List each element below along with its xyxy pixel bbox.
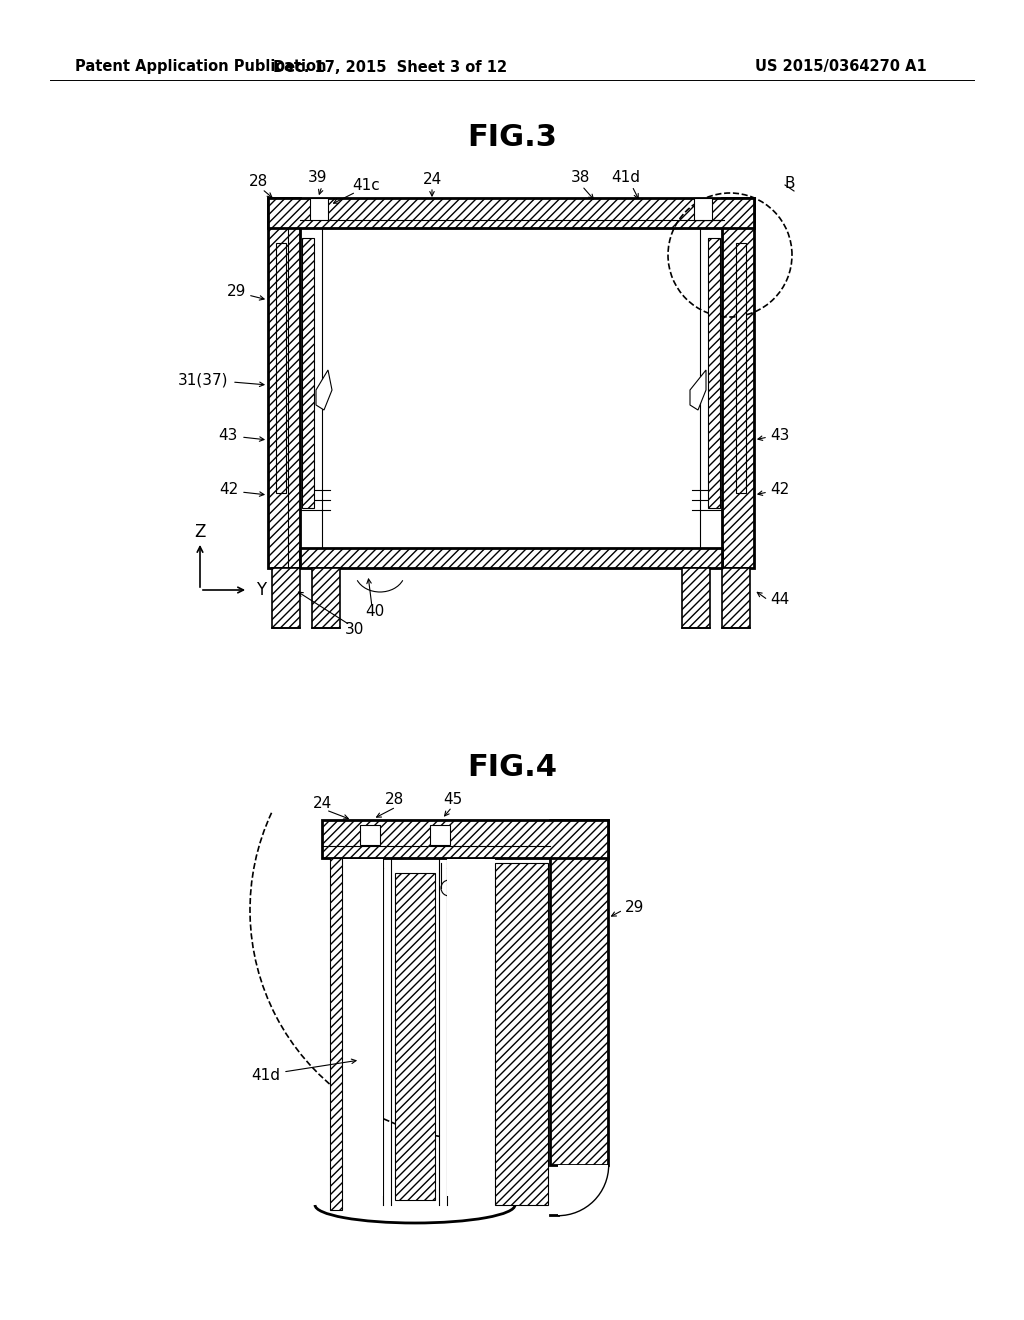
Bar [300, 228, 722, 548]
Bar [447, 859, 495, 1196]
Polygon shape [736, 243, 746, 492]
Text: 42: 42 [770, 483, 790, 498]
Bar [300, 568, 312, 628]
Text: 43: 43 [219, 428, 238, 442]
Text: 41d: 41d [251, 1068, 280, 1082]
Text: 41d: 41d [611, 170, 640, 186]
Polygon shape [316, 370, 332, 411]
Polygon shape [268, 198, 754, 228]
Text: 31(37): 31(37) [177, 372, 228, 388]
Text: 29: 29 [625, 899, 644, 915]
Text: Patent Application Publication: Patent Application Publication [75, 59, 327, 74]
Polygon shape [722, 198, 754, 568]
Bar [360, 825, 380, 845]
Polygon shape [722, 568, 750, 628]
Text: 28: 28 [249, 174, 267, 190]
Text: 39: 39 [308, 170, 328, 186]
Polygon shape [690, 370, 706, 411]
Text: 24: 24 [313, 796, 333, 810]
Text: 28: 28 [385, 792, 404, 807]
Bar [340, 568, 682, 628]
Text: 38: 38 [570, 170, 590, 186]
Text: Z: Z [195, 523, 206, 541]
Text: 44: 44 [770, 593, 790, 607]
Text: 29: 29 [226, 285, 246, 300]
Polygon shape [395, 873, 435, 1200]
Text: B: B [785, 176, 796, 190]
Polygon shape [272, 568, 300, 628]
Text: Y: Y [256, 581, 266, 599]
Bar [694, 198, 712, 220]
Bar [342, 859, 383, 1196]
Bar [430, 825, 450, 845]
Polygon shape [330, 858, 342, 1210]
Polygon shape [300, 548, 722, 568]
Polygon shape [708, 238, 720, 508]
Wedge shape [558, 1166, 608, 1214]
Polygon shape [322, 820, 608, 858]
Polygon shape [276, 243, 286, 492]
Text: FIG.3: FIG.3 [467, 124, 557, 153]
Text: 24: 24 [422, 173, 441, 187]
Text: 40: 40 [366, 605, 385, 619]
Polygon shape [312, 568, 340, 628]
Polygon shape [495, 863, 548, 1205]
Text: 45: 45 [443, 792, 463, 807]
Polygon shape [302, 238, 314, 508]
Text: 30: 30 [345, 623, 365, 638]
Text: US 2015/0364270 A1: US 2015/0364270 A1 [755, 59, 927, 74]
Text: 41c: 41c [352, 177, 380, 193]
Polygon shape [550, 820, 608, 1166]
Text: FIG.4: FIG.4 [467, 754, 557, 783]
Bar [710, 568, 722, 628]
Text: Dec. 17, 2015  Sheet 3 of 12: Dec. 17, 2015 Sheet 3 of 12 [273, 59, 507, 74]
Polygon shape [268, 198, 300, 568]
Text: 42: 42 [219, 483, 238, 498]
Bar [310, 198, 328, 220]
Polygon shape [682, 568, 710, 628]
Text: 43: 43 [770, 428, 790, 442]
